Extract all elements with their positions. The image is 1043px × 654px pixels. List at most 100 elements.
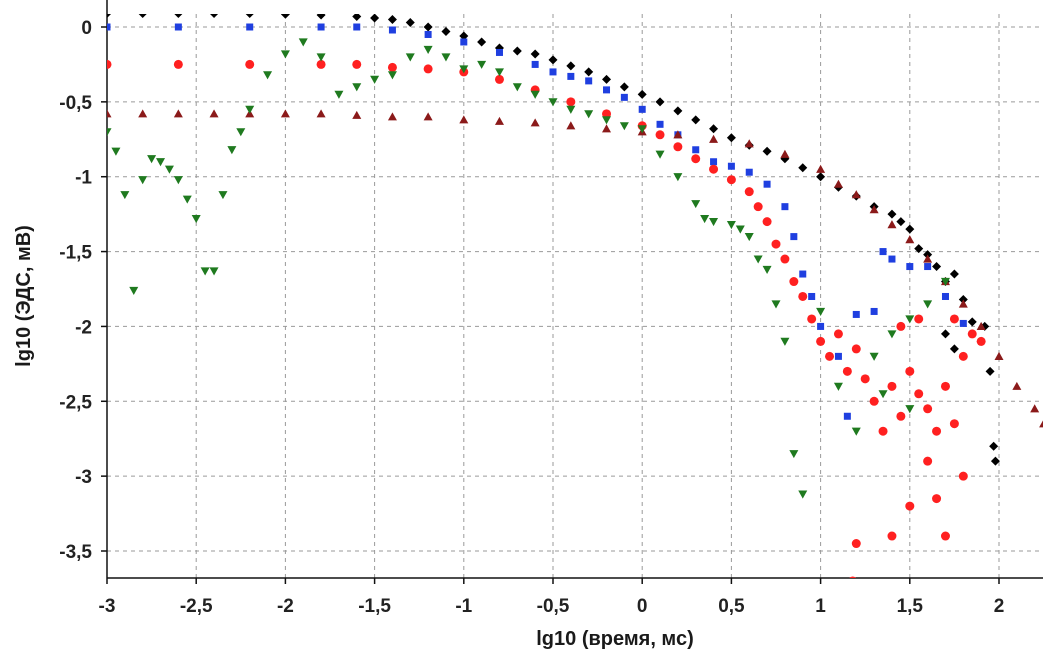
data-point: [949, 344, 959, 354]
x-tick-label: -2: [277, 596, 294, 617]
data-point: [111, 147, 121, 156]
data-point: [825, 351, 835, 361]
data-point: [1039, 420, 1043, 428]
data-point: [530, 90, 540, 99]
data-point: [914, 244, 924, 254]
y-tick-label: -2: [75, 317, 92, 338]
data-point: [245, 59, 255, 69]
data-point: [990, 456, 1000, 466]
data-point: [619, 122, 629, 131]
data-point: [842, 366, 852, 376]
data-point: [620, 93, 628, 101]
data-point: [851, 427, 861, 436]
data-point: [107, 23, 111, 31]
data-point: [530, 49, 540, 59]
data-point: [494, 116, 504, 125]
data-point: [352, 14, 362, 22]
data-point: [638, 105, 646, 113]
data-point: [923, 300, 933, 309]
data-point: [129, 286, 139, 295]
data-point: [423, 112, 433, 121]
data-point: [959, 319, 967, 327]
data-point: [762, 265, 772, 275]
data-point: [424, 30, 432, 38]
data-point: [851, 539, 861, 549]
data-point: [107, 59, 112, 69]
data-point: [673, 173, 683, 182]
data-point: [816, 164, 826, 173]
data-point: [602, 116, 612, 125]
x-tick-label: -0,5: [537, 596, 570, 617]
data-point: [905, 315, 915, 324]
data-point: [905, 366, 915, 376]
data-point: [790, 233, 798, 241]
data-point: [941, 292, 949, 300]
data-point: [1012, 381, 1022, 390]
data-point: [798, 291, 808, 301]
data-point: [887, 531, 897, 541]
data-point: [138, 14, 147, 19]
data-point: [905, 405, 915, 414]
data-point: [673, 142, 683, 152]
data-point: [958, 299, 968, 308]
data-point: [709, 218, 719, 227]
y-tick-label: -0,5: [59, 93, 92, 114]
data-point: [138, 109, 148, 118]
x-tick-label: -3: [99, 596, 116, 617]
data-point: [602, 109, 612, 119]
data-point: [512, 83, 522, 92]
data-point: [692, 146, 700, 154]
data-point: [387, 15, 397, 25]
data-point: [460, 38, 468, 46]
data-point: [994, 351, 1004, 360]
data-point: [691, 200, 701, 209]
data-point: [388, 26, 396, 34]
data-point: [387, 71, 397, 80]
data-point: [352, 110, 362, 119]
data-point: [494, 74, 504, 84]
data-point: [985, 366, 995, 376]
data-point: [548, 55, 558, 65]
data-point: [619, 82, 629, 92]
data-point: [932, 262, 942, 272]
data-point: [182, 195, 192, 204]
data-point: [138, 176, 148, 185]
data-point: [566, 97, 576, 107]
data-point: [352, 83, 362, 92]
data-point: [405, 53, 415, 62]
data-point: [780, 149, 790, 158]
data-point: [280, 14, 290, 19]
data-point: [849, 576, 857, 578]
data-point: [495, 48, 503, 56]
x-tick-label: 1: [815, 596, 826, 617]
x-tick-label: 0: [637, 596, 648, 617]
data-point: [566, 61, 576, 71]
data-point: [949, 419, 959, 429]
data-point: [940, 381, 950, 391]
data-point: [833, 329, 843, 339]
data-point: [833, 179, 843, 188]
y-tick-label: -1: [75, 168, 92, 189]
data-point: [245, 14, 254, 19]
data-point: [905, 235, 915, 244]
data-point: [709, 124, 719, 134]
x-tick-label: 0,5: [718, 596, 745, 617]
data-point: [423, 64, 433, 74]
data-point: [316, 109, 326, 118]
x-axis-title: lg10 (время, мс): [536, 628, 694, 650]
data-point: [441, 53, 451, 62]
data-point: [280, 109, 290, 118]
data-point: [727, 162, 735, 170]
data-point: [887, 220, 897, 229]
data-point: [236, 128, 246, 137]
data-point: [602, 124, 612, 133]
data-point: [896, 321, 906, 331]
data-point: [878, 426, 888, 436]
data-point: [423, 45, 433, 54]
data-point: [851, 344, 861, 354]
data-point: [549, 68, 557, 76]
x-tick-label: -1,5: [358, 596, 391, 617]
data-point: [888, 255, 896, 263]
data-point: [370, 75, 380, 84]
data-point: [656, 120, 664, 128]
